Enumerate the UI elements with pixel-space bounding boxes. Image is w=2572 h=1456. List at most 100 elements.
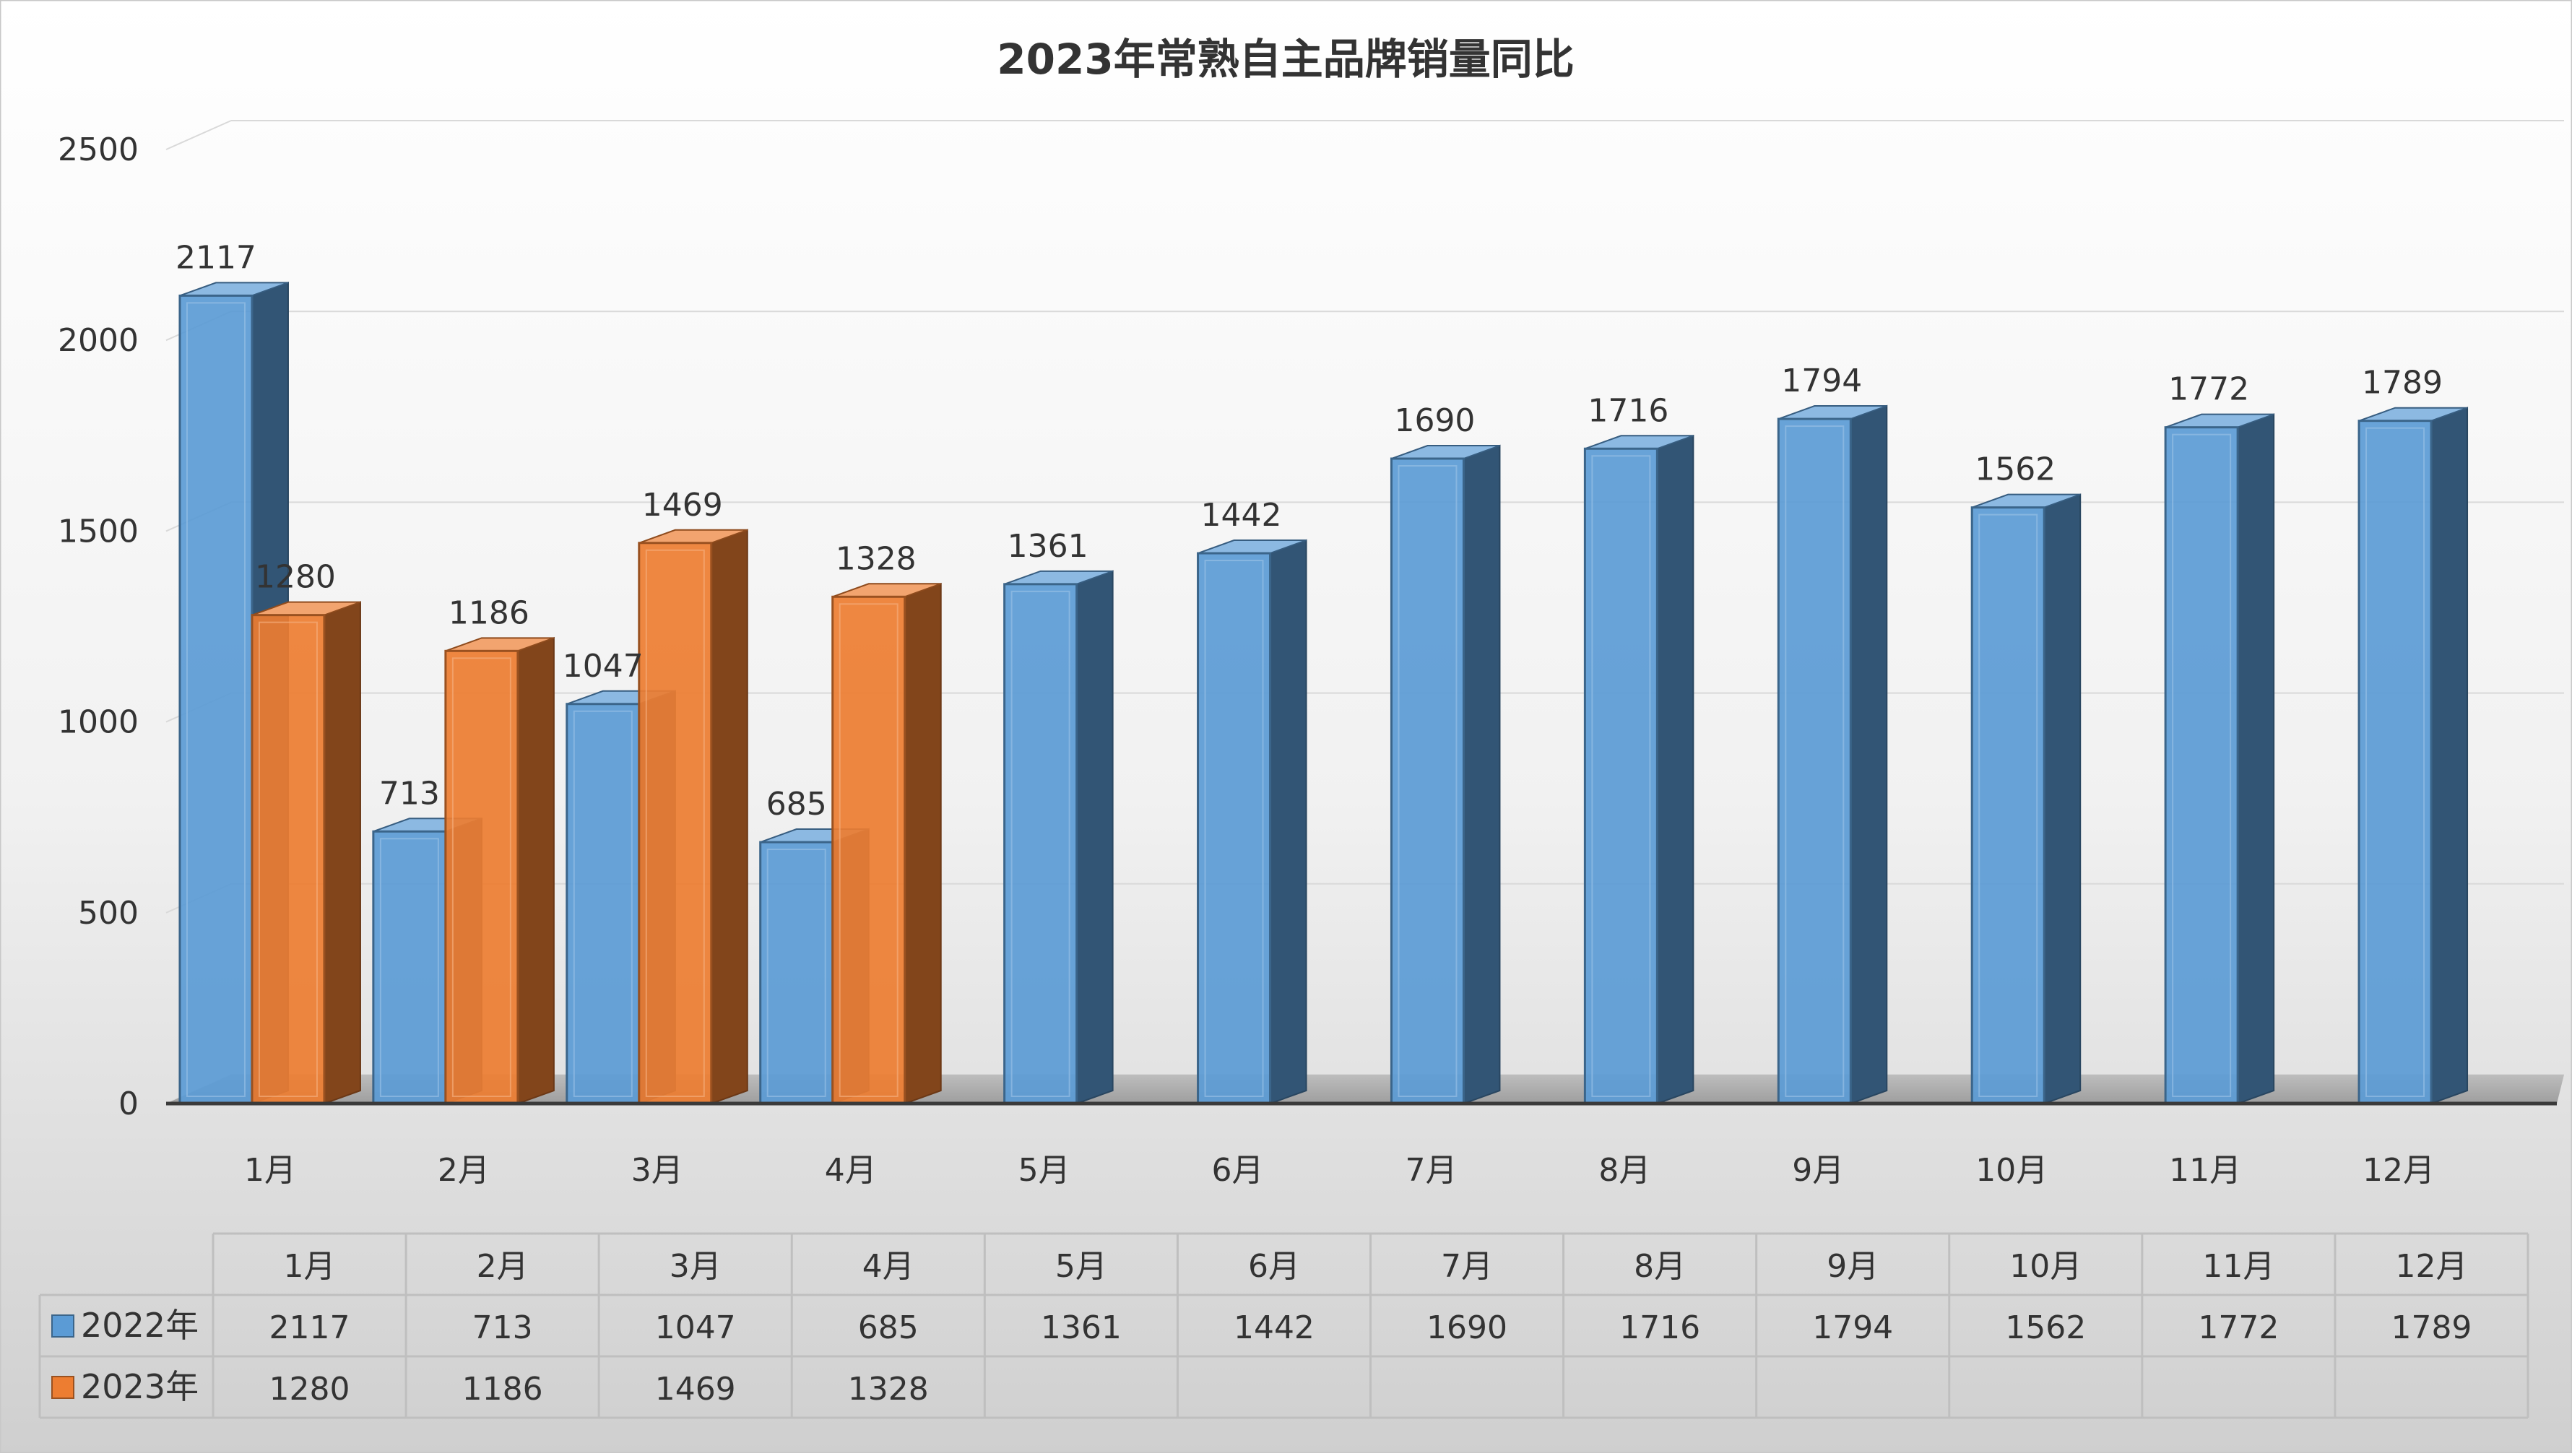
bar-highlight <box>1398 465 1458 1097</box>
table-value-cell: 713 <box>472 1309 533 1346</box>
bar-highlight <box>1591 455 1651 1097</box>
x-tick-label: 11月 <box>2169 1152 2241 1189</box>
data-label: 1772 <box>2168 371 2249 408</box>
table-header-cell: 10月 <box>2009 1248 2082 1285</box>
bar-front <box>1970 506 2045 1105</box>
table-series-name: 2022年 <box>81 1306 199 1345</box>
table-header-cell: 9月 <box>1827 1248 1879 1285</box>
bar-highlight <box>2365 427 2425 1097</box>
y-tick-label: 2500 <box>58 131 139 168</box>
bar-front <box>1583 447 1658 1105</box>
table-value-cell: 1442 <box>1234 1309 1315 1346</box>
table-value-cell: 1562 <box>2005 1309 2086 1346</box>
bar-side <box>1269 539 1307 1105</box>
bar-front <box>2164 426 2239 1105</box>
bar-s2023 <box>638 529 748 1105</box>
table-header-cell: 8月 <box>1634 1248 1686 1285</box>
table-header-cell: 12月 <box>2395 1248 2467 1285</box>
table-value-cell: 2117 <box>269 1309 350 1346</box>
x-tick-label: 6月 <box>1212 1152 1264 1189</box>
table-header-cell: 6月 <box>1248 1248 1300 1285</box>
data-label: 1794 <box>1781 363 1862 399</box>
bar-front <box>831 595 906 1105</box>
data-label: 1361 <box>1008 528 1088 565</box>
bar-s2022 <box>1197 539 1307 1105</box>
table-header-cell: 4月 <box>862 1248 914 1285</box>
bar-front <box>566 703 641 1105</box>
bar-side <box>1850 404 1888 1105</box>
table-value-cell: 1047 <box>655 1309 736 1346</box>
x-tick-label: 3月 <box>631 1152 683 1189</box>
bar-side <box>710 529 748 1105</box>
bar-side <box>2043 493 2082 1105</box>
y-tick-label: 0 <box>118 1086 139 1122</box>
bar-side <box>2237 413 2275 1105</box>
table-value-cell: 1361 <box>1041 1309 1122 1346</box>
data-label: 1442 <box>1201 497 1282 534</box>
gridline-depth <box>165 120 232 150</box>
y-tick-label: 500 <box>78 895 139 932</box>
chart-title: 2023年常熟自主品牌销量同比 <box>997 35 1574 84</box>
y-tick-label: 2000 <box>58 322 139 359</box>
bar-front <box>2357 420 2433 1105</box>
bar-side <box>2430 407 2469 1105</box>
x-tick-label: 7月 <box>1405 1152 1457 1189</box>
bar-s2023 <box>831 582 942 1105</box>
table-value-cell: 685 <box>858 1309 919 1346</box>
bar-s2022 <box>1003 570 1114 1105</box>
x-tick-label: 9月 <box>1792 1152 1844 1189</box>
bar-highlight <box>839 603 899 1097</box>
table-value-cell: 1328 <box>848 1371 929 1408</box>
bar-side <box>1075 570 1114 1105</box>
bar-s2022 <box>2357 407 2469 1105</box>
data-label: 2117 <box>176 239 256 276</box>
data-label: 1280 <box>255 559 336 596</box>
data-label: 1328 <box>836 540 917 577</box>
bar-side <box>516 636 555 1105</box>
bar-highlight <box>1010 590 1070 1097</box>
data-label: 1469 <box>642 487 723 524</box>
legend-key-s2023 <box>51 1376 74 1399</box>
x-axis: 1月 2月 3月 4月 5月 6月 7月 8月 9月 10月 11月 12月 <box>166 1101 2557 1189</box>
data-labels: 2117 1280 713 1186 1047 1469 685 1328 1361 1442 16… <box>176 239 2443 823</box>
x-tick-label: 1月 <box>244 1152 296 1189</box>
bar-s2022 <box>1390 444 1501 1105</box>
data-label: 1186 <box>449 594 529 631</box>
bar-highlight <box>1978 514 2038 1097</box>
data-label: 1690 <box>1394 402 1475 439</box>
table-value-cell: 1789 <box>2391 1309 2472 1346</box>
table-value-cell: 1772 <box>2198 1309 2279 1346</box>
table-value-cell: 1690 <box>1426 1309 1507 1346</box>
bar-front <box>444 649 519 1105</box>
data-label: 1562 <box>1975 451 2056 488</box>
bar-highlight <box>451 657 511 1097</box>
table-header-cell: 1月 <box>284 1248 336 1285</box>
x-tick-label: 2月 <box>438 1152 490 1189</box>
bar-front <box>1197 552 1272 1105</box>
data-table: 1月 2月 3月 4月 5月 6月 7月 8月 9月 10月 11月 12月 2022年 2117 713 1… <box>38 1232 2529 1419</box>
bar-s2022 <box>1970 493 2082 1105</box>
table-header-cell: 11月 <box>2202 1248 2274 1285</box>
x-tick-label: 12月 <box>2363 1152 2435 1189</box>
bar-highlight <box>1785 425 1845 1097</box>
table-value-cell: 1186 <box>462 1371 543 1408</box>
bar-side <box>323 601 361 1105</box>
bar-highlight <box>2172 433 2232 1097</box>
legend-key-s2022 <box>51 1314 74 1338</box>
table-value-cell: 1469 <box>655 1371 736 1408</box>
bar-s2022 <box>1777 404 1888 1105</box>
bar-front <box>1390 457 1465 1105</box>
bar-side <box>1656 434 1694 1105</box>
y-tick-label: 1000 <box>58 704 139 741</box>
bar-side <box>1463 444 1501 1105</box>
bar-highlight <box>573 710 633 1097</box>
data-label: 1047 <box>563 648 644 685</box>
table-value-cell: 1794 <box>1812 1309 1893 1346</box>
bar-front <box>1003 583 1078 1105</box>
bar-front <box>372 830 447 1105</box>
table-series-name: 2023年 <box>81 1367 199 1406</box>
bar-highlight <box>379 838 439 1098</box>
data-label: 1716 <box>1588 392 1668 429</box>
bar-front <box>251 614 326 1105</box>
